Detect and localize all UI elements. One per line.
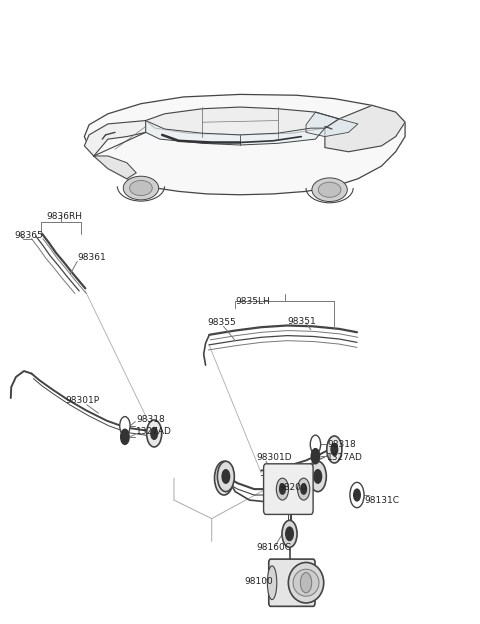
Circle shape [222, 470, 229, 483]
Circle shape [298, 478, 310, 500]
Polygon shape [325, 105, 405, 152]
Ellipse shape [267, 566, 277, 600]
Polygon shape [145, 107, 339, 135]
Text: 98365: 98365 [14, 231, 43, 240]
Polygon shape [94, 156, 136, 178]
Circle shape [217, 461, 234, 492]
Text: 98355: 98355 [207, 318, 236, 328]
Circle shape [286, 527, 293, 540]
Text: 98351: 98351 [287, 317, 316, 326]
Text: 1327AD: 1327AD [327, 452, 363, 462]
Polygon shape [84, 120, 145, 156]
Circle shape [310, 435, 321, 454]
Circle shape [120, 429, 129, 444]
Circle shape [354, 489, 360, 501]
Polygon shape [306, 112, 358, 137]
Circle shape [280, 484, 285, 494]
Circle shape [282, 520, 297, 547]
Circle shape [314, 470, 322, 483]
Circle shape [311, 449, 320, 464]
Text: 98318: 98318 [327, 440, 356, 449]
Text: 9835LH: 9835LH [235, 296, 270, 306]
Circle shape [146, 420, 162, 447]
Circle shape [120, 417, 130, 435]
Text: 98301P: 98301P [65, 396, 100, 405]
Polygon shape [84, 94, 405, 195]
Polygon shape [145, 120, 325, 145]
Text: 98301D: 98301D [256, 454, 292, 462]
Circle shape [350, 482, 364, 508]
Text: 98318: 98318 [136, 414, 165, 424]
Text: 98131C: 98131C [364, 495, 399, 505]
Ellipse shape [130, 180, 152, 195]
Text: 98100: 98100 [245, 577, 274, 585]
Circle shape [276, 478, 288, 500]
Circle shape [301, 484, 307, 494]
Ellipse shape [318, 182, 341, 197]
Text: 98361: 98361 [77, 253, 106, 261]
Circle shape [300, 573, 312, 593]
FancyBboxPatch shape [269, 559, 315, 607]
Text: 1327AD: 1327AD [136, 427, 172, 436]
Circle shape [151, 427, 157, 439]
Text: 9836RH: 9836RH [47, 212, 83, 221]
Circle shape [309, 461, 326, 492]
Ellipse shape [293, 569, 319, 596]
Circle shape [215, 461, 233, 495]
Circle shape [327, 436, 342, 463]
FancyBboxPatch shape [264, 464, 313, 514]
Ellipse shape [312, 178, 348, 202]
Ellipse shape [288, 562, 324, 603]
Circle shape [331, 444, 337, 456]
Text: 98160C: 98160C [256, 543, 291, 552]
Text: 98200: 98200 [279, 483, 307, 492]
Ellipse shape [123, 176, 158, 200]
